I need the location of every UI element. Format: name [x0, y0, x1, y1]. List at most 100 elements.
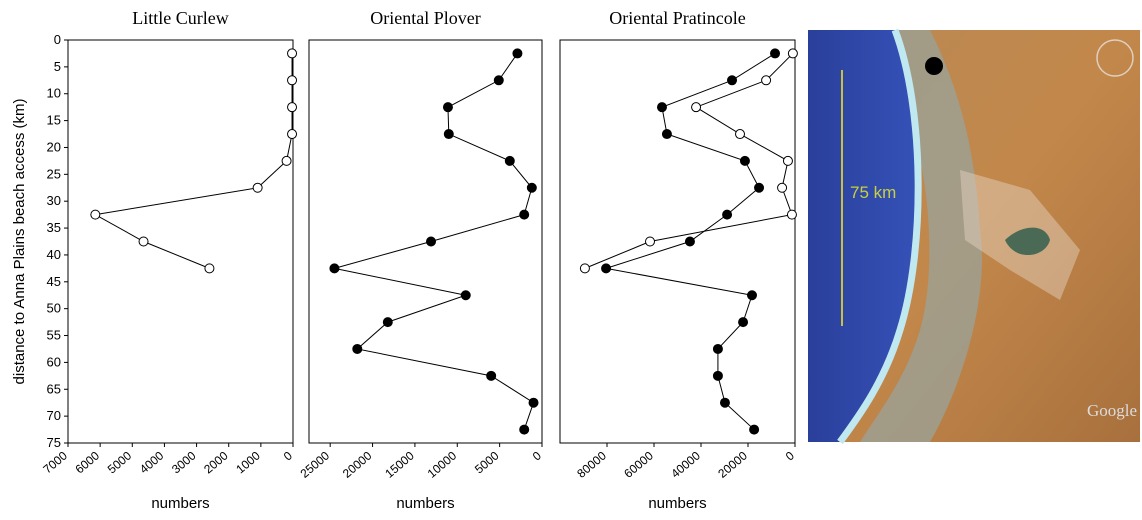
plot-frame — [560, 40, 795, 443]
data-point — [771, 49, 780, 58]
data-point — [762, 76, 771, 85]
x-tick-label: 3000 — [169, 448, 199, 476]
x-tick-label: 0 — [783, 448, 797, 463]
data-point — [330, 264, 339, 273]
x-tick-label: 5000 — [472, 448, 502, 476]
data-point — [750, 425, 759, 434]
data-point — [713, 344, 722, 353]
map-scale-label: 75 km — [850, 183, 896, 202]
data-point — [288, 103, 297, 112]
data-point — [787, 210, 796, 219]
data-point — [520, 425, 529, 434]
y-tick-label: 60 — [47, 354, 61, 369]
x-tick-label: 10000 — [425, 448, 460, 480]
data-point — [487, 371, 496, 380]
y-tick-label: 65 — [47, 381, 61, 396]
data-point — [353, 344, 362, 353]
data-point — [288, 49, 297, 58]
data-point — [527, 183, 536, 192]
y-tick-label: 55 — [47, 328, 61, 343]
data-point — [783, 156, 792, 165]
data-point — [513, 49, 522, 58]
x-tick-label: 1000 — [233, 448, 263, 476]
data-point — [685, 237, 694, 246]
y-tick-label: 70 — [47, 408, 61, 423]
data-point — [91, 210, 100, 219]
data-point — [692, 103, 701, 112]
y-tick-label: 15 — [47, 113, 61, 128]
x-tick-label: 0 — [281, 448, 295, 463]
data-point — [282, 156, 291, 165]
data-point — [253, 183, 262, 192]
panel-title: Oriental Pratincole — [609, 8, 745, 28]
y-tick-label: 30 — [47, 193, 61, 208]
y-axis-label: distance to Anna Plains beach access (km… — [11, 99, 28, 385]
data-point — [723, 210, 732, 219]
x-tick-label: 60000 — [621, 448, 656, 480]
x-tick-label: 7000 — [40, 448, 70, 476]
y-tick-label: 5 — [54, 59, 61, 74]
x-axis-label: numbers — [396, 495, 454, 512]
x-tick-label: 40000 — [668, 448, 703, 480]
data-point — [755, 183, 764, 192]
data-point — [736, 130, 745, 139]
x-tick-label: 80000 — [574, 448, 609, 480]
y-tick-label: 25 — [47, 166, 61, 181]
x-tick-label: 15000 — [382, 448, 417, 480]
figure: 75 km Google Little Curlew70006000500040… — [0, 0, 1142, 520]
y-tick-label: 35 — [47, 220, 61, 235]
y-tick-label: 20 — [47, 139, 61, 154]
data-point — [288, 130, 297, 139]
data-point — [444, 130, 453, 139]
panel-title: Little Curlew — [132, 8, 228, 28]
data-point — [139, 237, 148, 246]
x-tick-label: 25000 — [298, 448, 333, 480]
data-point — [646, 237, 655, 246]
y-tick-label: 10 — [47, 86, 61, 101]
data-point — [778, 183, 787, 192]
plot-frame — [309, 40, 542, 443]
data-point — [747, 291, 756, 300]
series-line — [95, 53, 292, 268]
x-tick-label: 4000 — [137, 448, 167, 476]
data-point — [740, 156, 749, 165]
x-tick-label: 6000 — [73, 448, 103, 476]
y-tick-label: 50 — [47, 301, 61, 316]
x-tick-label: 20000 — [715, 448, 750, 480]
data-point — [205, 264, 214, 273]
x-tick-label: 20000 — [340, 448, 375, 480]
y-tick-label: 75 — [47, 435, 61, 450]
map: 75 km Google — [808, 30, 1140, 442]
y-tick-label: 0 — [54, 32, 61, 47]
x-tick-label: 2000 — [201, 448, 231, 476]
panel-title: Oriental Plover — [370, 8, 480, 28]
data-point — [720, 398, 729, 407]
data-point — [505, 156, 514, 165]
data-point — [728, 76, 737, 85]
data-point — [662, 130, 671, 139]
data-point — [288, 76, 297, 85]
map-attribution: Google — [1087, 401, 1137, 420]
data-point — [529, 398, 538, 407]
data-point — [788, 49, 797, 58]
map-location-dot — [925, 57, 943, 75]
data-point — [602, 264, 611, 273]
x-axis-label: numbers — [648, 495, 706, 512]
y-tick-label: 45 — [47, 274, 61, 289]
x-tick-label: 5000 — [105, 448, 135, 476]
data-point — [427, 237, 436, 246]
data-point — [580, 264, 589, 273]
data-point — [657, 103, 666, 112]
data-point — [443, 103, 452, 112]
y-tick-label: 40 — [47, 247, 61, 262]
data-point — [713, 371, 722, 380]
series-line — [585, 53, 793, 268]
x-axis-label: numbers — [151, 495, 209, 512]
data-point — [494, 76, 503, 85]
data-point — [520, 210, 529, 219]
x-tick-label: 0 — [530, 448, 544, 463]
data-point — [461, 291, 470, 300]
data-point — [383, 318, 392, 327]
data-point — [739, 318, 748, 327]
plot-frame — [68, 40, 293, 443]
